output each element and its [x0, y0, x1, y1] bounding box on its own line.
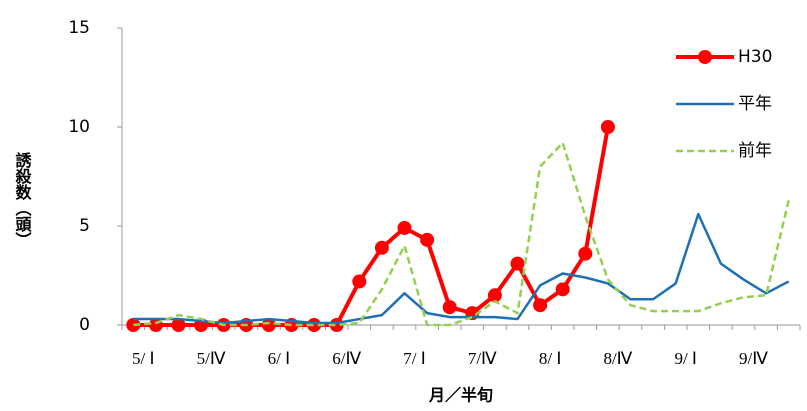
legend-label: H30 — [738, 47, 772, 67]
data-point — [352, 274, 367, 289]
y-tick-label: 15 — [68, 18, 90, 38]
y-tick-label: 10 — [68, 117, 90, 137]
y-tick-label: 0 — [79, 315, 90, 335]
x-tick-label: 6/Ⅳ — [332, 349, 361, 368]
data-point — [510, 256, 525, 271]
data-point — [374, 240, 389, 255]
x-tick-label: 8/ Ⅰ — [539, 349, 562, 368]
data-point — [533, 298, 548, 313]
series-line — [133, 126, 610, 327]
data-point — [261, 318, 276, 332]
x-tick-label: 6/ Ⅰ — [268, 349, 291, 368]
data-point — [171, 318, 186, 332]
legend-marker — [698, 50, 712, 64]
x-tick-label: 9/Ⅳ — [739, 349, 768, 368]
x-tick-label: 9/ Ⅰ — [674, 349, 697, 368]
series-line — [133, 141, 790, 327]
x-tick-label: 5/ Ⅰ — [132, 349, 155, 368]
series-line — [133, 212, 790, 325]
data-point — [578, 246, 593, 261]
data-point — [397, 220, 412, 235]
x-axis-label: 月／半旬 — [428, 386, 493, 405]
y-tick-label: 5 — [79, 216, 90, 236]
x-tick-label: 8/Ⅳ — [603, 349, 632, 368]
x-tick-label: 5/Ⅳ — [197, 349, 226, 368]
x-tick-label: 7/ Ⅰ — [403, 349, 426, 368]
data-point — [442, 300, 457, 315]
data-point — [555, 282, 570, 297]
legend-label: 前年 — [738, 141, 772, 161]
data-point — [487, 288, 502, 303]
legend-label: 平年 — [738, 94, 772, 114]
data-point — [600, 120, 615, 134]
data-point — [420, 232, 435, 247]
y-axis-label: 誘殺数（頭） — [13, 151, 33, 248]
x-tick-label: 7/Ⅳ — [468, 349, 497, 368]
